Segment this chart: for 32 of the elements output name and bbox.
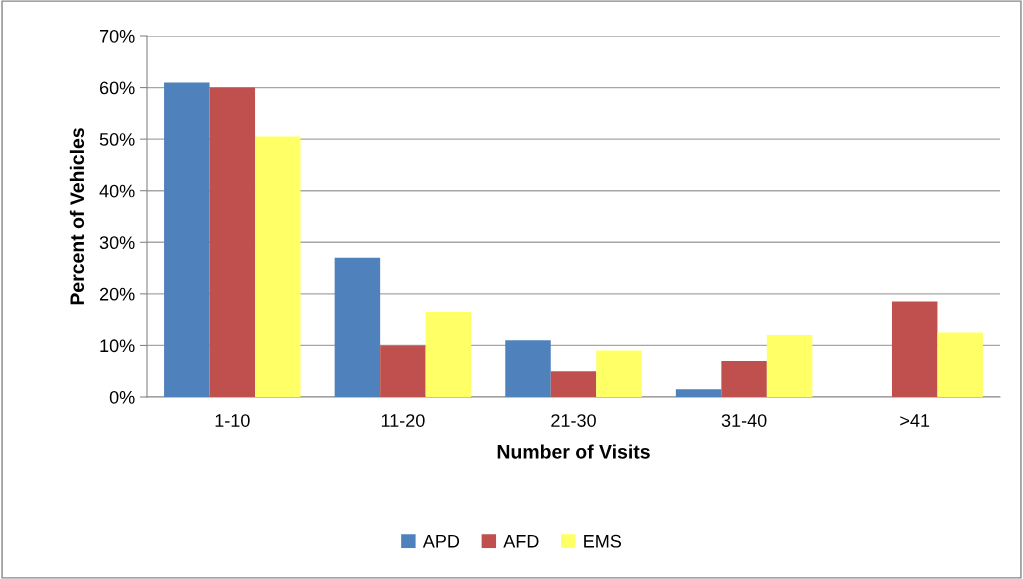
y-tick-label: 40% bbox=[99, 184, 135, 198]
x-axis-title: Number of Visits bbox=[497, 444, 650, 459]
legend-label: EMS bbox=[584, 534, 622, 548]
bar bbox=[596, 350, 642, 397]
bar bbox=[209, 87, 256, 397]
x-tick-label: 1-10 bbox=[215, 414, 250, 427]
bar bbox=[380, 345, 426, 397]
x-tick-label: 31-40 bbox=[721, 414, 767, 427]
legend-label: APD bbox=[422, 535, 460, 548]
y-tick-label: 30% bbox=[99, 236, 135, 250]
bar bbox=[505, 340, 551, 397]
bar bbox=[937, 332, 983, 397]
y-tick-label: 10% bbox=[100, 339, 135, 353]
bar bbox=[425, 311, 472, 397]
x-tick-label: 21-30 bbox=[551, 414, 596, 427]
bar bbox=[721, 360, 767, 397]
y-tick-label: 0% bbox=[109, 390, 135, 404]
bar bbox=[255, 136, 301, 397]
bar bbox=[675, 389, 722, 397]
y-tick-label: 70% bbox=[99, 29, 135, 43]
bar bbox=[550, 371, 597, 397]
bar bbox=[334, 257, 381, 397]
bar bbox=[766, 335, 813, 397]
y-tick-label: 60% bbox=[99, 81, 135, 95]
x-tick-label: >41 bbox=[900, 414, 930, 427]
x-tick-label: 11-20 bbox=[381, 414, 425, 427]
y-axis-title: Percent of Vehicles bbox=[69, 128, 85, 305]
y-tick-label: 20% bbox=[99, 287, 135, 301]
legend-label: AFD bbox=[503, 535, 539, 548]
y-tick-label: 50% bbox=[99, 133, 135, 146]
bar bbox=[164, 82, 210, 397]
bar bbox=[891, 301, 938, 397]
